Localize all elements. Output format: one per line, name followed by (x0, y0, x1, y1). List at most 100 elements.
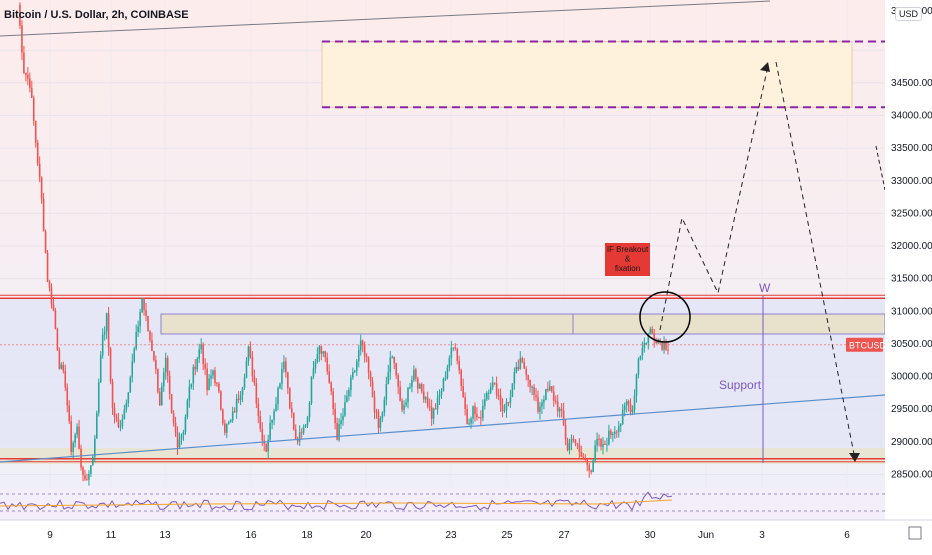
candle-body (523, 362, 526, 369)
candle-body (556, 401, 559, 412)
candle-body (474, 406, 476, 414)
y-tick-label: 31500.00 (891, 274, 932, 285)
candle-body (558, 408, 561, 412)
candle-body (70, 421, 72, 452)
currency-badge[interactable]: USD (894, 7, 922, 21)
candle-body (582, 456, 585, 459)
candle-body (415, 369, 417, 379)
candle-body (157, 369, 159, 392)
candle-body (143, 298, 145, 310)
candle-body (296, 438, 299, 442)
candle-body (411, 380, 413, 387)
candle-body (153, 350, 155, 361)
candle-body (602, 444, 604, 447)
candle-body (639, 355, 642, 360)
candle-body (525, 368, 527, 375)
candle-body (50, 287, 53, 305)
candle-body (66, 387, 69, 406)
candle-body (440, 390, 443, 395)
candle-body (168, 375, 171, 395)
trend-line-lower (0, 394, 886, 463)
candle-body (135, 332, 137, 349)
candle-body (129, 377, 132, 393)
rsi-signal-line (0, 499, 673, 507)
candle-body (30, 87, 33, 99)
candle-body (302, 427, 305, 433)
candle-body (507, 402, 510, 404)
candle-body (316, 354, 319, 362)
candle-body (448, 357, 451, 368)
candle-body (306, 417, 309, 425)
candle-body (44, 231, 47, 253)
candle-body (292, 412, 295, 430)
candle-body (550, 386, 553, 392)
candle-body (164, 357, 167, 373)
candle-body (314, 361, 317, 369)
candle-body (113, 407, 116, 417)
candle-body (359, 340, 362, 351)
candle-body (52, 304, 55, 311)
candle-body (249, 346, 252, 358)
candle-body (227, 422, 230, 425)
candle-body (332, 391, 334, 409)
symbol-label: BTCUSD (849, 341, 887, 351)
candle-body (261, 428, 264, 441)
candle-body (350, 377, 352, 391)
candle-body (76, 426, 78, 435)
candle-body (19, 4, 21, 26)
candle-body (269, 423, 271, 440)
candle-body (586, 460, 589, 465)
breakout-circle (639, 291, 691, 343)
candle-body (64, 370, 67, 388)
candle-body (574, 439, 577, 444)
candle-body (147, 315, 149, 332)
forecast-path-down (775, 61, 856, 460)
candle-body (361, 340, 364, 346)
candle-body (452, 347, 455, 349)
candle-body (218, 383, 220, 392)
candle-body (596, 438, 598, 446)
candle-body (580, 451, 583, 457)
candle-body (289, 388, 291, 409)
candle-body (365, 356, 368, 358)
candle-body (285, 361, 287, 373)
candle-body (513, 371, 516, 384)
candle-body (121, 418, 124, 427)
candle-body (643, 343, 646, 348)
candle-body (298, 432, 301, 442)
x-tick-label: 13 (159, 530, 171, 541)
y-tick-label: 32000.00 (891, 241, 932, 252)
candle-body (649, 328, 652, 335)
candle-body (172, 412, 175, 423)
x-tick-label: 6 (844, 530, 850, 541)
y-tick-label: 33000.00 (891, 176, 932, 187)
candle-body (478, 417, 480, 419)
candle-body (210, 375, 212, 379)
candle-body (214, 370, 216, 384)
x-tick-label: 20 (360, 530, 372, 541)
candle-body (529, 379, 531, 388)
candle-body (665, 342, 667, 350)
candle-body (60, 364, 63, 369)
trend-line-upper (0, 0, 771, 37)
y-tick-label: 29000.00 (891, 437, 932, 448)
candle-body (184, 416, 187, 433)
candle-body (160, 386, 163, 406)
candle-body (340, 420, 342, 425)
candle-body (287, 372, 289, 389)
candle-body (547, 388, 549, 391)
breakout-note-box (605, 243, 650, 276)
breakout-note-line: IF Breakout (607, 245, 649, 254)
candle-body (149, 331, 151, 341)
candle-body (515, 366, 518, 372)
candle-body (36, 142, 39, 164)
candle-body (480, 417, 482, 419)
candle-body (194, 366, 197, 370)
candle-body (255, 383, 258, 404)
candle-body (419, 384, 421, 389)
candle-body (355, 361, 358, 371)
candle-body (511, 383, 514, 398)
candle-body (32, 98, 35, 121)
candle-body (430, 407, 433, 419)
candle-body (38, 163, 41, 178)
